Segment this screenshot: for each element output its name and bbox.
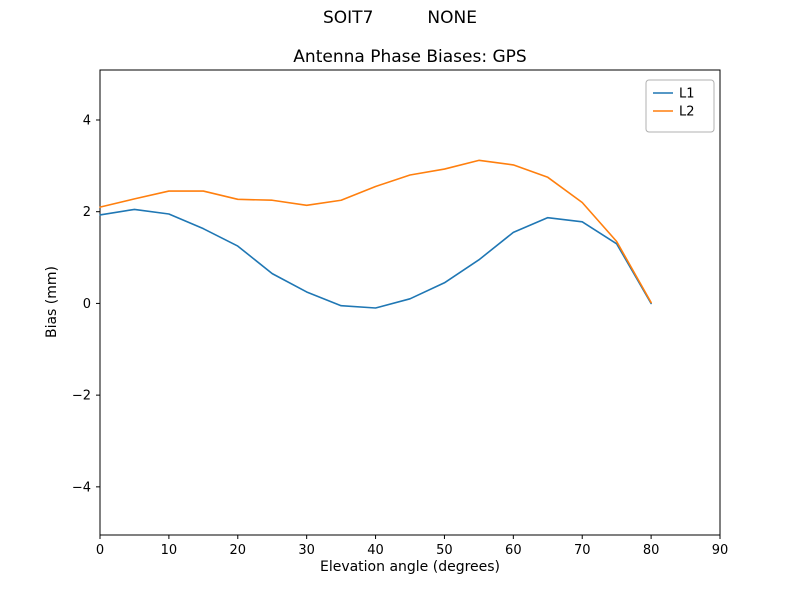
axes-frame [99, 69, 721, 536]
x-tick-label: 60 [505, 543, 522, 558]
x-tick-label: 20 [230, 543, 247, 558]
series-line-L1 [99, 208, 652, 309]
x-tick-label: 70 [574, 543, 591, 558]
y-tick-label: 4 [83, 113, 91, 128]
y-tick-label: −2 [72, 389, 91, 404]
chart-title: Antenna Phase Biases: GPS [293, 47, 527, 67]
y-tick-label: −4 [72, 480, 91, 495]
x-axis-label: Elevation angle (degrees) [319, 559, 501, 575]
y-tick-label: 2 [83, 205, 91, 220]
series-line-L2 [99, 159, 652, 304]
x-tick-label: 30 [298, 543, 315, 558]
x-tick-label: 40 [367, 543, 384, 558]
x-tick-label: 10 [161, 543, 178, 558]
legend-label-L1: L1 [679, 87, 695, 102]
x-tick-label: 80 [643, 543, 660, 558]
y-tick-label: 0 [83, 297, 91, 312]
x-tick-label: 0 [96, 543, 104, 558]
x-tick-label: 90 [712, 543, 729, 558]
figure-suptitle: SOIT7 NONE [323, 8, 477, 28]
legend-label-L2: L2 [679, 105, 695, 120]
x-tick-label: 50 [436, 543, 453, 558]
